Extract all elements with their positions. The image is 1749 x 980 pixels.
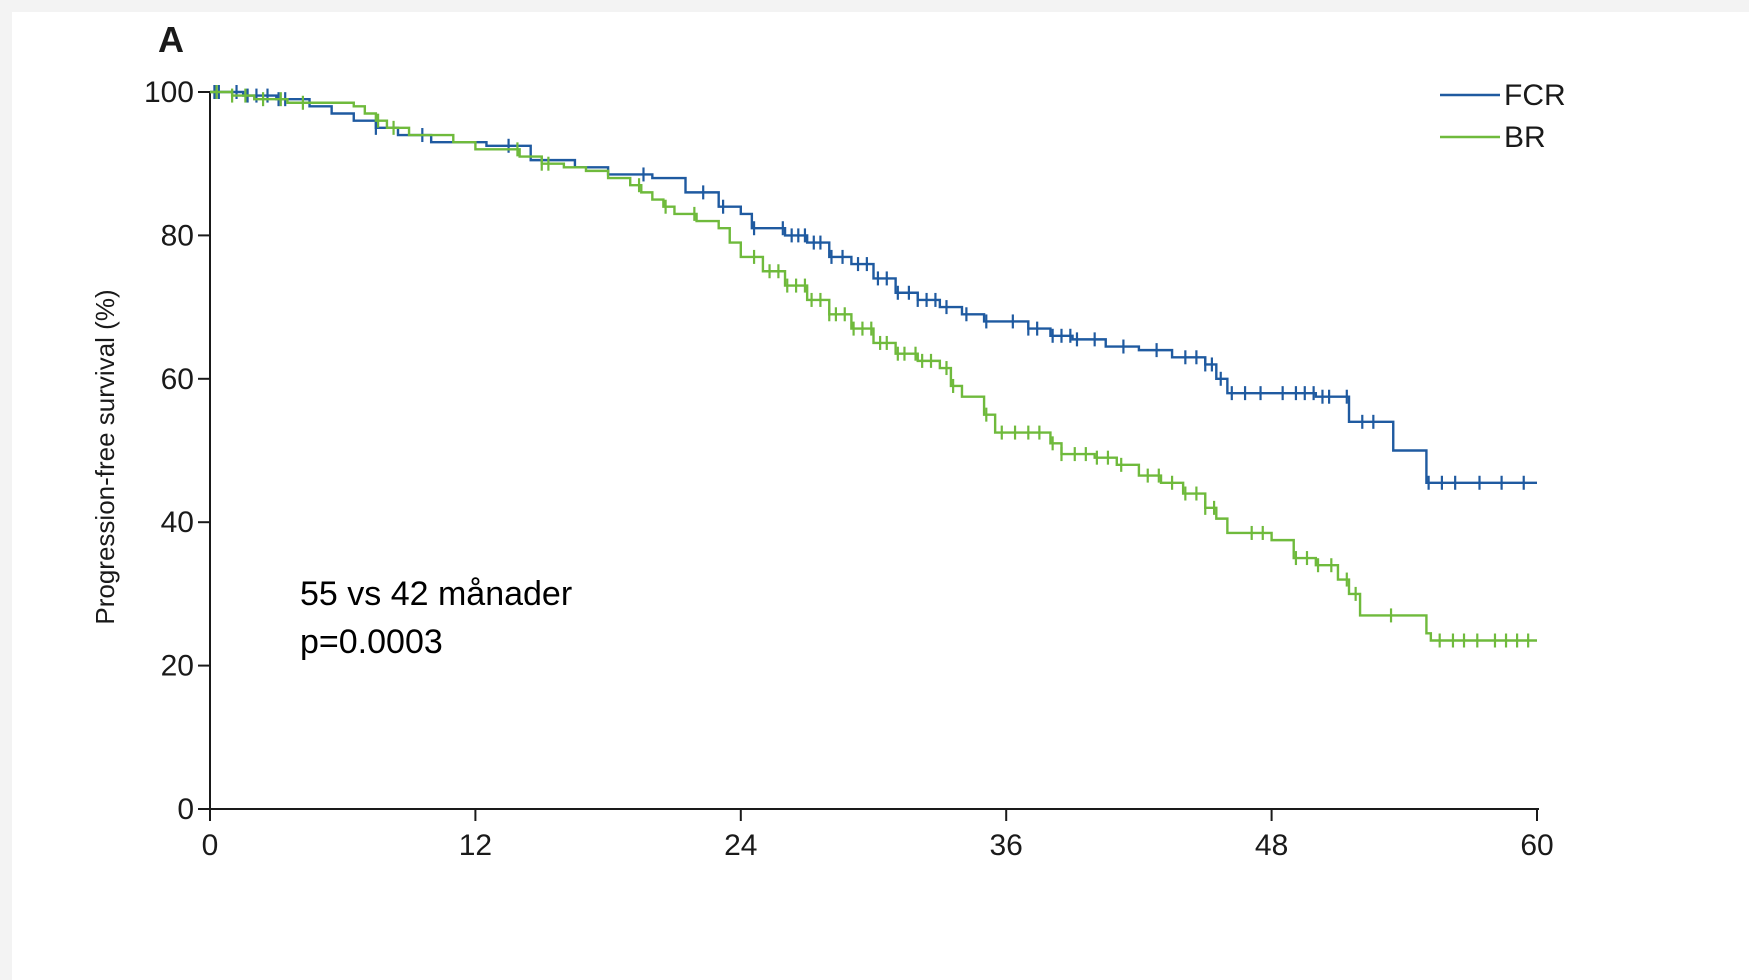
x-tick-label: 24 xyxy=(724,829,757,862)
axes: 0 20 40 60 80 100 0 12 24 36 48 60 xyxy=(144,76,1554,862)
km-curve-br xyxy=(210,90,1537,642)
y-tick-label: 20 xyxy=(161,650,194,683)
x-tick-label: 48 xyxy=(1255,829,1288,862)
panel-letter: A xyxy=(158,19,184,60)
legend-label-fcr: FCR xyxy=(1504,79,1566,112)
series-br xyxy=(210,85,1537,648)
km-curve-fcr xyxy=(210,90,1537,484)
x-tick-label: 60 xyxy=(1520,829,1553,862)
x-tick-label: 36 xyxy=(990,829,1023,862)
median-annotation: 55 vs 42 månader xyxy=(300,575,572,613)
y-tick-label: 100 xyxy=(144,76,194,109)
km-chart: A 0 20 40 60 80 100 0 12 24 36 48 60 Progression-fr… xyxy=(90,19,1566,862)
y-tick-label: 80 xyxy=(161,219,194,252)
figure-panel: A 0 20 40 60 80 100 0 12 24 36 48 60 Progression-fr… xyxy=(12,12,1749,980)
x-tick-label: 0 xyxy=(202,829,219,862)
y-tick-label: 0 xyxy=(177,793,194,826)
series-layer xyxy=(210,85,1537,648)
y-tick-label: 60 xyxy=(161,363,194,396)
legend: FCR BR xyxy=(1440,79,1566,154)
legend-label-br: BR xyxy=(1504,121,1546,154)
p-value-annotation: p=0.0003 xyxy=(300,623,443,661)
y-tick-label: 40 xyxy=(161,506,194,539)
series-fcr xyxy=(210,85,1537,490)
x-tick-label: 12 xyxy=(459,829,492,862)
y-axis-label: Progression-free survival (%) xyxy=(90,289,120,624)
